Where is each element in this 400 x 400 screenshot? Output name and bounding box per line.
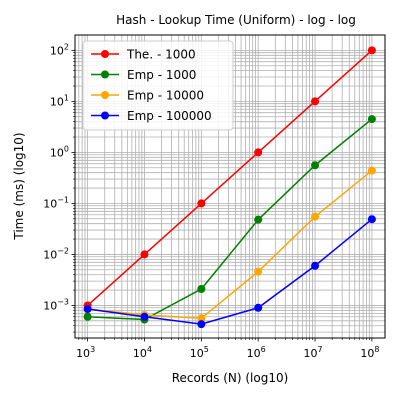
x-tick-label: 106 — [247, 345, 266, 360]
x-tick-exponent: 7 — [317, 345, 322, 354]
legend-box — [82, 40, 234, 131]
y-tick-base: 10 — [43, 248, 57, 261]
y-tick-label: 10−2 — [43, 246, 69, 261]
series-line — [87, 118, 373, 321]
data-point — [367, 215, 376, 224]
data-point — [197, 199, 206, 208]
y-tick-exponent: 0 — [64, 144, 69, 153]
y-tick-exponent: 2 — [64, 42, 69, 51]
data-point — [197, 284, 206, 293]
x-tick-label: 104 — [133, 345, 152, 360]
data-point — [254, 215, 263, 224]
y-tick-base: 10 — [50, 146, 64, 159]
x-tick-base: 10 — [133, 347, 147, 360]
y-tick-base: 10 — [50, 44, 64, 57]
y-tick-label: 101 — [50, 93, 69, 108]
legend: The. - 1000 Emp - 1000 Emp - 10000 Emp - 10… — [82, 40, 234, 131]
x-tick-label: 108 — [360, 345, 379, 360]
data-point — [254, 267, 263, 276]
data-point — [367, 115, 376, 124]
x-tick-exponent: 8 — [374, 345, 379, 354]
data-point — [254, 303, 263, 312]
x-tick-base: 10 — [360, 347, 374, 360]
x-tick-base: 10 — [247, 347, 261, 360]
legend-label: The. - 1000 — [126, 48, 196, 62]
plot-frame — [74, 34, 386, 339]
series-line — [87, 49, 373, 306]
x-tick-exponent: 6 — [261, 345, 266, 354]
series-line — [87, 218, 373, 325]
x-tick-exponent: 5 — [204, 345, 209, 354]
legend-swatch-marker — [101, 50, 109, 58]
legend-swatch-marker — [101, 91, 109, 99]
legend-label: Emp - 10000 — [127, 89, 204, 103]
y-tick-base: 10 — [43, 197, 57, 210]
y-tick-exponent: 1 — [64, 93, 69, 102]
data-point — [367, 46, 376, 55]
y-tick-label: 10−1 — [43, 195, 69, 210]
data-point — [367, 166, 376, 175]
x-tick-label: 105 — [190, 345, 209, 360]
y-axis-label: Time (ms) (log10) — [12, 132, 26, 240]
data-point — [254, 148, 263, 157]
y-tick-base: 10 — [43, 299, 57, 312]
data-point — [311, 97, 320, 106]
y-tick-label: 10−3 — [43, 297, 69, 312]
data-point — [197, 320, 206, 329]
chart-title: Hash - Lookup Time (Uniform) - log - log — [116, 13, 356, 27]
series-line — [87, 169, 373, 320]
x-tick-label: 107 — [303, 345, 322, 360]
data-point — [83, 305, 92, 314]
data-point — [83, 312, 92, 321]
y-tick-label: 100 — [50, 144, 69, 159]
data-point — [311, 261, 320, 270]
x-tick-base: 10 — [303, 347, 317, 360]
data-point — [140, 250, 149, 259]
x-axis-label: Records (N) (log10) — [172, 371, 289, 385]
data-point — [311, 212, 320, 221]
x-tick-exponent: 4 — [147, 345, 152, 354]
legend-swatch-marker — [101, 70, 109, 79]
y-tick-exponent: −1 — [57, 195, 69, 204]
x-tick-label: 103 — [76, 345, 95, 360]
y-tick-exponent: −3 — [57, 297, 69, 306]
y-tick-base: 10 — [50, 95, 64, 108]
data-point — [140, 312, 149, 321]
legend-label: Emp - 100000 — [127, 109, 212, 123]
legend-swatch-marker — [101, 111, 109, 120]
x-tick-base: 10 — [190, 347, 204, 360]
y-tick-label: 102 — [50, 42, 69, 57]
plot-series — [83, 46, 376, 329]
x-tick-base: 10 — [76, 347, 90, 360]
x-tick-exponent: 3 — [90, 345, 95, 354]
legend-label: Emp - 1000 — [127, 68, 196, 82]
data-point — [197, 314, 206, 323]
data-point — [311, 161, 320, 170]
y-tick-exponent: −2 — [57, 246, 69, 255]
